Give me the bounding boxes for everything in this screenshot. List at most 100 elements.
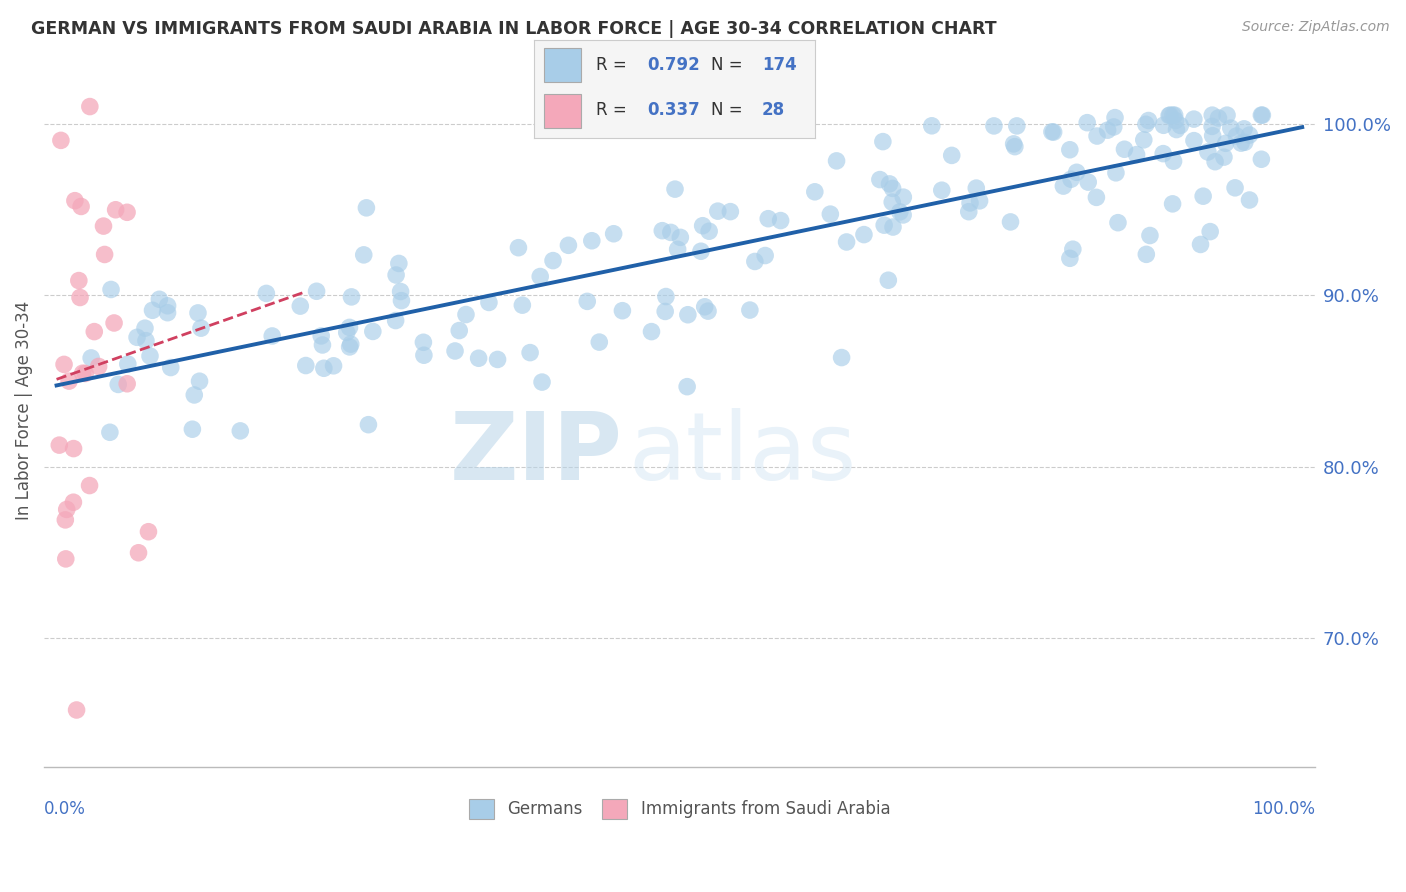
Point xyxy=(305,285,328,299)
Point xyxy=(93,219,115,233)
Point xyxy=(125,330,148,344)
Point xyxy=(1182,134,1205,148)
Point xyxy=(872,135,894,149)
Point xyxy=(357,417,380,432)
Point xyxy=(356,201,378,215)
Point xyxy=(141,303,163,318)
Text: 100.0%: 100.0% xyxy=(1251,800,1315,819)
Point xyxy=(756,211,779,226)
Point xyxy=(831,351,853,365)
Point xyxy=(1219,121,1241,136)
Point xyxy=(519,345,541,359)
Point xyxy=(612,303,634,318)
Point xyxy=(80,351,103,365)
Y-axis label: In Labor Force | Age 30-34: In Labor Force | Age 30-34 xyxy=(15,301,32,520)
Point xyxy=(1223,181,1246,195)
Text: atlas: atlas xyxy=(628,408,856,500)
Point xyxy=(891,208,914,222)
Point xyxy=(1077,175,1099,189)
Point xyxy=(697,304,720,318)
Point xyxy=(1230,136,1253,150)
Point xyxy=(391,293,413,308)
Text: 0.792: 0.792 xyxy=(647,56,700,74)
Point xyxy=(311,338,333,352)
Point xyxy=(83,325,105,339)
Point xyxy=(62,495,84,509)
Point xyxy=(1250,108,1272,122)
Point xyxy=(666,243,689,257)
Point xyxy=(941,148,963,162)
Point xyxy=(931,183,953,197)
Point xyxy=(1153,118,1175,132)
Point xyxy=(1201,108,1223,122)
Point xyxy=(183,388,205,402)
Point xyxy=(98,425,121,440)
Point xyxy=(69,291,91,305)
Point xyxy=(486,352,509,367)
Point xyxy=(1182,112,1205,127)
Point xyxy=(156,306,179,320)
Text: R =: R = xyxy=(596,102,633,120)
Point xyxy=(336,326,359,340)
Point xyxy=(969,194,991,208)
Point xyxy=(339,340,361,354)
Point xyxy=(1133,133,1156,147)
Point xyxy=(877,273,900,287)
Point xyxy=(820,207,842,221)
Point xyxy=(754,248,776,262)
Point xyxy=(117,357,139,371)
Point xyxy=(655,289,678,303)
Point xyxy=(825,153,848,168)
Point xyxy=(1213,150,1236,164)
Point xyxy=(1000,215,1022,229)
Point xyxy=(159,360,181,375)
Point xyxy=(744,254,766,268)
Point xyxy=(478,295,501,310)
Point xyxy=(290,299,312,313)
Point xyxy=(664,182,686,196)
Point xyxy=(1201,120,1223,134)
Point xyxy=(669,230,692,244)
Point xyxy=(1251,108,1274,122)
Text: GERMAN VS IMMIGRANTS FROM SAUDI ARABIA IN LABOR FORCE | AGE 30-34 CORRELATION CH: GERMAN VS IMMIGRANTS FROM SAUDI ARABIA I… xyxy=(31,20,997,37)
Point xyxy=(1105,166,1128,180)
Point xyxy=(187,306,209,320)
Point xyxy=(965,181,987,195)
Point xyxy=(361,325,384,339)
Point xyxy=(1225,128,1247,143)
Point xyxy=(55,552,77,566)
Point xyxy=(65,703,87,717)
Point xyxy=(62,442,84,456)
Point xyxy=(58,374,80,388)
Point xyxy=(1208,111,1230,125)
Point xyxy=(1233,121,1256,136)
Point xyxy=(53,513,76,527)
Point xyxy=(1102,120,1125,134)
Point xyxy=(879,177,901,191)
Point xyxy=(385,268,408,282)
Point xyxy=(529,269,551,284)
Point xyxy=(412,335,434,350)
Point xyxy=(1097,123,1119,137)
Point xyxy=(339,337,361,351)
Point xyxy=(1166,122,1188,136)
Point xyxy=(1125,147,1147,161)
Point xyxy=(389,285,412,299)
Point xyxy=(79,478,101,492)
Point xyxy=(707,204,730,219)
Point xyxy=(1104,111,1126,125)
Point xyxy=(115,376,138,391)
Point xyxy=(508,241,530,255)
Point xyxy=(53,358,76,372)
Point xyxy=(581,234,603,248)
Text: 0.337: 0.337 xyxy=(647,102,700,120)
Point xyxy=(107,377,129,392)
Point xyxy=(467,351,489,366)
Point xyxy=(190,321,212,335)
Point xyxy=(1201,128,1223,143)
Point xyxy=(388,256,411,270)
Point xyxy=(1052,179,1074,194)
Point xyxy=(1192,189,1215,203)
Text: Source: ZipAtlas.com: Source: ZipAtlas.com xyxy=(1241,20,1389,34)
Point xyxy=(1199,225,1222,239)
